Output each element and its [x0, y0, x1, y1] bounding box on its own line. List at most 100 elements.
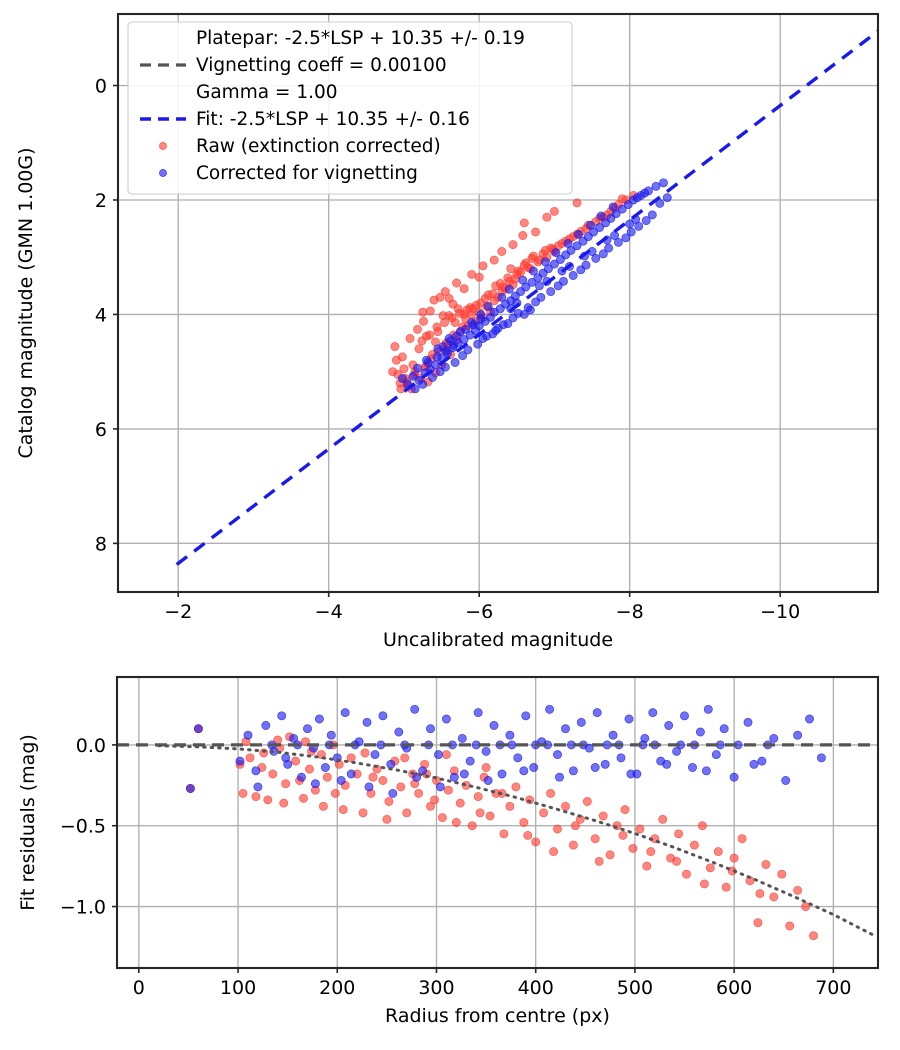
data-point — [561, 801, 570, 811]
data-point — [598, 811, 608, 821]
data-point — [394, 727, 404, 737]
data-point — [346, 753, 356, 763]
data-point — [781, 776, 791, 785]
data-point — [659, 178, 668, 188]
legend-handle-raw-dot — [159, 142, 167, 150]
y-axis-label: Catalog magnitude (GMN 1.00G) — [15, 147, 37, 458]
data-point — [450, 358, 460, 367]
data-point — [658, 814, 668, 824]
scatter-series-corrected — [397, 178, 672, 394]
data-point — [729, 772, 739, 782]
data-point — [549, 259, 559, 269]
data-point — [551, 248, 561, 258]
data-point — [440, 318, 450, 327]
data-point — [531, 837, 541, 847]
data-point — [662, 193, 672, 203]
data-point — [483, 776, 493, 785]
data-point — [592, 708, 602, 718]
data-point — [338, 805, 348, 815]
data-point — [414, 788, 424, 798]
data-point — [322, 772, 332, 782]
data-point — [370, 750, 380, 760]
data-point — [305, 764, 314, 774]
data-point — [459, 335, 469, 345]
legend: Platepar: -2.5*LSP + 10.35 +/- 0.19 Vigne… — [127, 21, 573, 195]
data-point — [503, 273, 513, 283]
data-point — [314, 714, 324, 724]
data-point — [546, 287, 556, 297]
axes-frame — [116, 12, 880, 594]
data-point — [429, 295, 439, 305]
data-point — [525, 305, 535, 315]
data-point — [497, 292, 507, 302]
data-point — [511, 782, 521, 792]
legend-label: Corrected for vignetting — [196, 163, 418, 184]
data-point — [455, 798, 465, 808]
data-point — [368, 772, 378, 782]
data-point — [600, 759, 610, 769]
data-point — [662, 759, 672, 769]
data-point — [434, 750, 443, 760]
data-point — [418, 766, 428, 776]
data-point — [705, 863, 715, 873]
data-point — [761, 860, 771, 869]
x-tick-label: 500 — [617, 977, 653, 999]
data-point — [482, 331, 492, 341]
data-point — [542, 212, 552, 222]
data-point — [318, 801, 328, 811]
data-point — [497, 247, 507, 256]
legend-label: Raw (extinction corrected) — [196, 136, 441, 157]
data-point — [435, 782, 445, 792]
data-point — [459, 769, 469, 779]
data-point — [628, 843, 638, 853]
data-point — [473, 708, 483, 718]
legend-handle-corrected-dot — [159, 169, 167, 177]
data-point — [378, 776, 388, 785]
data-point — [655, 198, 665, 208]
data-point — [413, 363, 422, 373]
data-point — [340, 708, 350, 718]
data-point — [426, 724, 435, 734]
data-point — [432, 352, 442, 362]
x-tick-label: 700 — [815, 977, 851, 999]
x-tick-label: −2 — [164, 601, 192, 623]
data-point — [457, 733, 467, 743]
data-point — [553, 824, 562, 834]
data-point — [586, 220, 596, 230]
data-point — [582, 797, 592, 806]
data-point — [640, 188, 650, 198]
data-point — [326, 730, 336, 740]
data-point — [602, 740, 612, 750]
data-point — [680, 711, 689, 721]
data-point — [279, 798, 289, 808]
data-point — [458, 351, 468, 361]
data-point — [749, 759, 759, 769]
data-point — [519, 309, 529, 319]
x-axis-label: Radius from centre (px) — [385, 1005, 610, 1027]
data-point — [449, 340, 459, 350]
data-point — [467, 821, 477, 831]
data-point — [805, 714, 814, 724]
x-tick-label: −8 — [616, 601, 644, 623]
data-point — [608, 202, 618, 212]
data-point — [651, 181, 661, 191]
legend-background — [127, 21, 573, 195]
data-point — [572, 198, 582, 208]
data-point — [384, 797, 394, 806]
data-point — [418, 307, 428, 317]
data-point — [459, 284, 469, 294]
data-point — [277, 711, 287, 721]
data-point — [443, 785, 453, 795]
data-point — [523, 830, 533, 840]
data-point — [699, 879, 709, 889]
data-point — [441, 714, 451, 724]
data-point — [297, 772, 306, 782]
data-point — [426, 801, 435, 811]
data-point — [498, 320, 508, 330]
data-point — [540, 257, 550, 267]
data-point — [777, 869, 787, 879]
data-point — [504, 284, 514, 294]
data-point — [641, 216, 651, 226]
data-point — [674, 829, 684, 839]
data-point — [626, 769, 636, 779]
